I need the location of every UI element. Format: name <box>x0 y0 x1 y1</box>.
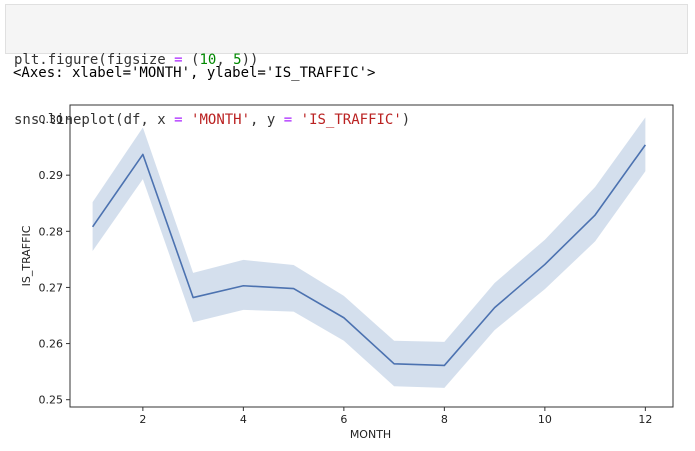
x-axis-label: MONTH <box>350 428 391 441</box>
x-tick-label: 6 <box>340 413 347 426</box>
confidence-band <box>93 117 646 388</box>
y-tick-label: 0.25 <box>39 394 64 407</box>
y-axis-label: IS_TRAFFIC <box>20 225 33 286</box>
x-tick-label: 12 <box>638 413 652 426</box>
y-tick-label: 0.28 <box>39 225 64 238</box>
x-tick-label: 4 <box>240 413 247 426</box>
y-tick-label: 0.30 <box>39 113 64 126</box>
y-tick-label: 0.26 <box>39 338 64 351</box>
x-tick-label: 2 <box>139 413 146 426</box>
x-tick-label: 10 <box>538 413 552 426</box>
x-tick-label: 8 <box>441 413 448 426</box>
y-tick-label: 0.29 <box>39 169 64 182</box>
y-tick-label: 0.27 <box>39 281 64 294</box>
